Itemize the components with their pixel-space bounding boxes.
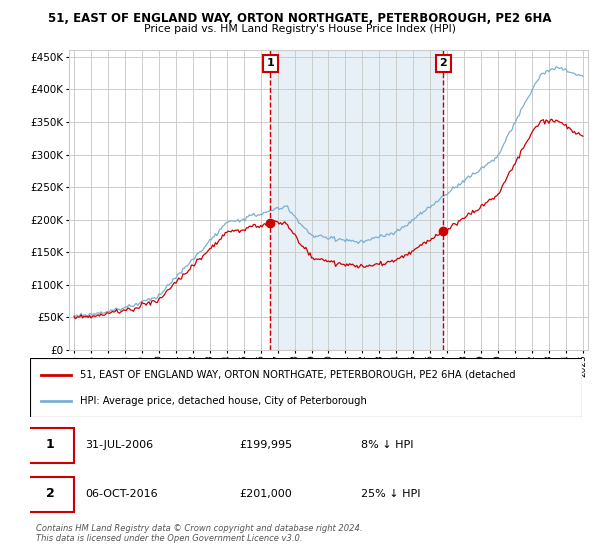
Text: £199,995: £199,995: [240, 440, 293, 450]
Text: 2: 2: [46, 487, 55, 500]
Text: 2: 2: [439, 58, 447, 68]
Text: 1: 1: [46, 438, 55, 451]
Text: Price paid vs. HM Land Registry's House Price Index (HPI): Price paid vs. HM Land Registry's House …: [144, 24, 456, 34]
Text: 25% ↓ HPI: 25% ↓ HPI: [361, 489, 421, 499]
Text: £201,000: £201,000: [240, 489, 293, 499]
Text: HPI: Average price, detached house, City of Peterborough: HPI: Average price, detached house, City…: [80, 396, 367, 406]
Text: 06-OCT-2016: 06-OCT-2016: [85, 489, 158, 499]
FancyBboxPatch shape: [27, 477, 74, 512]
Text: 1: 1: [266, 58, 274, 68]
Text: Contains HM Land Registry data © Crown copyright and database right 2024.
This d: Contains HM Land Registry data © Crown c…: [36, 524, 362, 543]
Text: 51, EAST OF ENGLAND WAY, ORTON NORTHGATE, PETERBOROUGH, PE2 6HA (detached: 51, EAST OF ENGLAND WAY, ORTON NORTHGATE…: [80, 370, 515, 380]
Text: 51, EAST OF ENGLAND WAY, ORTON NORTHGATE, PETERBOROUGH, PE2 6HA: 51, EAST OF ENGLAND WAY, ORTON NORTHGATE…: [48, 12, 552, 25]
Text: 8% ↓ HPI: 8% ↓ HPI: [361, 440, 414, 450]
FancyBboxPatch shape: [27, 428, 74, 463]
Text: 31-JUL-2006: 31-JUL-2006: [85, 440, 154, 450]
Bar: [271, 50, 443, 350]
